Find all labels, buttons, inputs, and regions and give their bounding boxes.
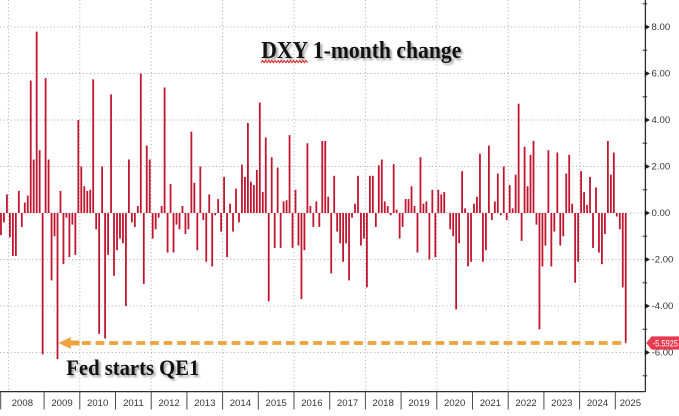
svg-text:Fed starts QE1: Fed starts QE1 (68, 357, 201, 382)
svg-text:2016: 2016 (301, 398, 322, 409)
svg-text:2020: 2020 (444, 398, 465, 409)
svg-text:2023: 2023 (551, 398, 572, 409)
svg-text:2024: 2024 (587, 398, 609, 409)
svg-text:2008: 2008 (12, 398, 33, 409)
svg-text:2017: 2017 (337, 398, 358, 409)
svg-text:Fed starts QE1: Fed starts QE1 (66, 355, 199, 380)
svg-text:DXY 1-month change: DXY 1-month change (261, 38, 461, 64)
svg-text:-4.00: -4.00 (652, 301, 674, 312)
svg-text:2021: 2021 (480, 398, 501, 409)
svg-text:2.00: 2.00 (652, 162, 671, 173)
svg-text:-6.00: -6.00 (652, 348, 674, 359)
svg-text:2014: 2014 (230, 398, 252, 409)
svg-text:2015: 2015 (266, 398, 287, 409)
svg-text:DXY 1-month change: DXY 1-month change (263, 40, 463, 66)
svg-text:0.00: 0.00 (652, 208, 671, 219)
svg-text:2013: 2013 (194, 398, 215, 409)
svg-text:2010: 2010 (87, 398, 108, 409)
svg-text:2022: 2022 (515, 398, 536, 409)
svg-text:2009: 2009 (51, 398, 72, 409)
svg-text:2012: 2012 (158, 398, 179, 409)
svg-text:2018: 2018 (373, 398, 394, 409)
svg-text:-5.5925: -5.5925 (653, 339, 678, 350)
svg-text:8.00: 8.00 (652, 22, 671, 33)
svg-text:2019: 2019 (408, 398, 429, 409)
svg-text:4.00: 4.00 (652, 115, 671, 126)
svg-text:6.00: 6.00 (652, 69, 671, 80)
svg-text:2011: 2011 (123, 398, 144, 409)
svg-text:2025: 2025 (620, 398, 641, 409)
svg-text:-2.00: -2.00 (652, 255, 674, 266)
